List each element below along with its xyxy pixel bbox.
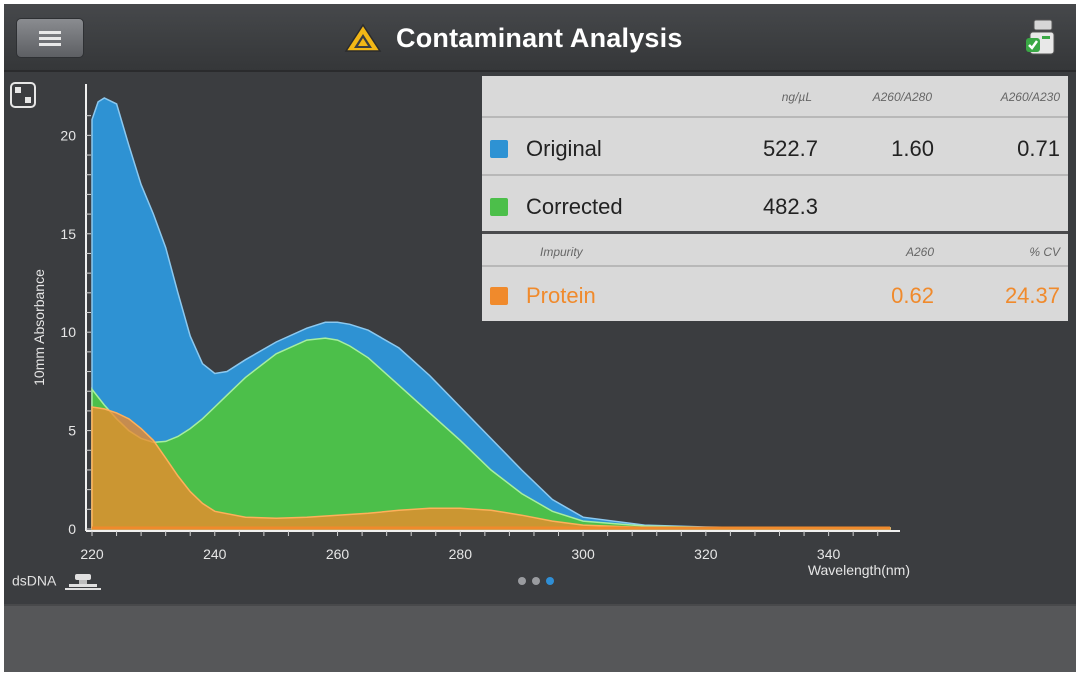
menu-line [39,43,61,46]
protein-color-swatch [490,287,508,305]
sample-type-indicator[interactable]: dsDNA [12,572,102,592]
impurity-cv-header: % CV [1029,245,1060,259]
results-row-original[interactable]: Original 522.7 1.60 0.71 [482,120,1068,176]
corrected-color-swatch [490,198,508,216]
corrected-conc: 482.3 [762,194,818,219]
original-a260-a280: 1.60 [891,136,934,161]
x-tick-label: 280 [449,546,473,562]
original-label: Original [526,136,602,161]
page-title: Contaminant Analysis [396,22,683,53]
original-conc: 522.7 [762,136,818,161]
results-header-row: ng/µL A260/A280 A260/A230 [482,76,1068,118]
impurity-header-row: Impurity A260 % CV [482,237,1068,267]
y-tick-label: 10 [60,324,76,340]
x-tick-label: 240 [203,546,227,562]
protein-cv: 24.37 [1004,283,1060,308]
y-axis-label: 10mm Absorbance [31,269,47,386]
menu-line [39,37,61,40]
y-tick-label: 20 [60,127,76,143]
absorbance-spectrum-chart: 220 240 260 280 300 320 340 0 5 10 15 20 Wavelength(… [31,84,910,578]
spectrum-chart-area: 220 240 260 280 300 320 340 0 5 10 15 20 Wavelength(… [4,72,1076,604]
original-a260-a230: 0.71 [1017,136,1060,161]
results-table: ng/µL A260/A280 A260/A230 Original 522.7… [482,76,1068,321]
page-dot-2[interactable] [532,577,540,585]
instrument-status-icon[interactable] [1024,18,1058,58]
expand-icon[interactable] [10,82,36,108]
y-tick-label: 15 [60,226,76,242]
a260-a280-header: A260/A280 [872,90,932,104]
x-tick-label: 320 [694,546,718,562]
y-tick-label: 0 [68,521,76,537]
warning-triangle-icon [344,23,382,52]
app-window: Contaminant Analysis 220 240 260 280 300 320 3… [4,4,1076,672]
x-tick-label: 220 [80,546,104,562]
bottom-bar [4,604,1076,672]
hamburger-menu-button[interactable] [16,18,84,58]
a260-a230-header: A260/A230 [1000,90,1060,104]
page-indicator[interactable] [518,577,554,585]
expand-arrows-icon [15,87,31,103]
x-axis-label: Wavelength(nm) [808,562,910,578]
corrected-label: Corrected [526,194,623,219]
pedestal-icon [65,574,102,590]
corrected-series-area [91,337,891,530]
x-tick-label: 340 [817,546,841,562]
conc-header: ng/µL [781,90,812,104]
results-row-corrected[interactable]: Corrected 482.3 [482,178,1068,234]
y-tick-label: 5 [68,423,76,439]
x-tick-label: 260 [326,546,350,562]
protein-label: Protein [526,283,596,308]
page-dot-1[interactable] [518,577,526,585]
menu-line [39,31,61,34]
page-dot-3-active[interactable] [546,577,554,585]
page-title-group: Contaminant Analysis [344,22,683,54]
impurity-a260-header: A260 [905,245,934,259]
x-tick-label: 300 [571,546,595,562]
impurity-header: Impurity [540,245,583,259]
original-color-swatch [490,140,508,158]
sample-type-label: dsDNA [12,572,56,589]
protein-a260: 0.62 [891,283,934,308]
title-bar: Contaminant Analysis [4,4,1076,72]
impurity-row-protein[interactable]: Protein 0.62 24.37 [482,269,1068,321]
